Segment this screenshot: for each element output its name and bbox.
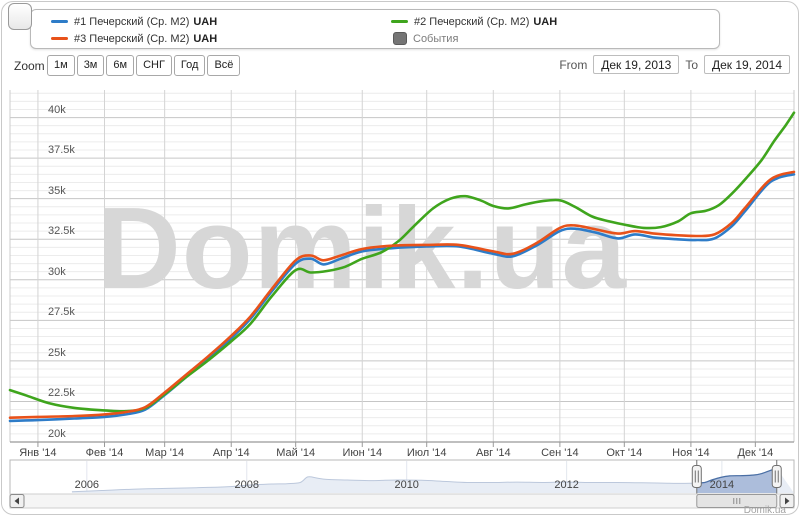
- navigator-left-handle[interactable]: [691, 460, 702, 494]
- series-1-line-symbol: [51, 20, 68, 23]
- zoom-range-button-Всё[interactable]: Всё: [207, 55, 241, 76]
- legend-currency: UAH: [193, 15, 218, 28]
- credit-link[interactable]: Domik.ua: [743, 505, 786, 515]
- legend: #1 Печерский (Ср. М2) UAH #2 Печерский (…: [30, 9, 720, 49]
- from-date-input[interactable]: [593, 55, 680, 74]
- navigator-area: [71, 468, 795, 493]
- events-box-symbol: [393, 32, 407, 45]
- zoom-range-button-СНГ[interactable]: СНГ: [136, 55, 172, 76]
- legend-item-events[interactable]: События: [391, 31, 719, 46]
- legend-item-series-3[interactable]: #3 Печерский (Ср. М2) UAH: [51, 31, 391, 46]
- date-range-controls: From To: [553, 55, 790, 74]
- legend-currency: UAH: [193, 32, 218, 45]
- from-label: From: [559, 57, 588, 72]
- scrollbar-right-arrow[interactable]: [779, 494, 795, 508]
- series-line-3[interactable]: [8, 170, 796, 419]
- zoom-range-button-6м[interactable]: 6м: [106, 55, 135, 76]
- legend-item-series-2[interactable]: #2 Печерский (Ср. М2) UAH: [391, 14, 719, 29]
- scrollbar-thumb[interactable]: [696, 494, 778, 508]
- zoom-range-button-Год[interactable]: Год: [173, 55, 206, 76]
- to-date-input[interactable]: [704, 55, 790, 74]
- zoom-range-button-1м[interactable]: 1м: [47, 55, 75, 76]
- legend-label: #1 Печерский (Ср. М2): [74, 15, 190, 28]
- legend-label: #2 Печерский (Ср. М2): [414, 15, 530, 28]
- navigator-selected-area[interactable]: [72, 468, 794, 493]
- zoom-range-buttons: 1м 3м 6м СНГ Год Всё: [47, 55, 241, 76]
- zoom-range-button-3м[interactable]: 3м: [76, 55, 105, 76]
- series-2-line-symbol: [391, 20, 408, 23]
- scrollbar-track[interactable]: [9, 493, 795, 509]
- legend-item-series-1[interactable]: #1 Печерский (Ср. М2) UAH: [51, 14, 391, 29]
- scrollbar-left-arrow[interactable]: [9, 494, 25, 508]
- corner-tab[interactable]: [8, 3, 32, 30]
- series-3-line-symbol: [51, 37, 68, 40]
- legend-label: #3 Печерский (Ср. М2): [74, 32, 190, 45]
- series-line-2[interactable]: [8, 111, 796, 413]
- legend-currency: UAH: [533, 15, 558, 28]
- navigator-selected-line: [696, 467, 777, 484]
- legend-label: События: [413, 32, 459, 45]
- to-label: To: [685, 57, 698, 72]
- zoom-label: Zoom: [14, 59, 45, 73]
- navigator-right-handle[interactable]: [771, 460, 782, 494]
